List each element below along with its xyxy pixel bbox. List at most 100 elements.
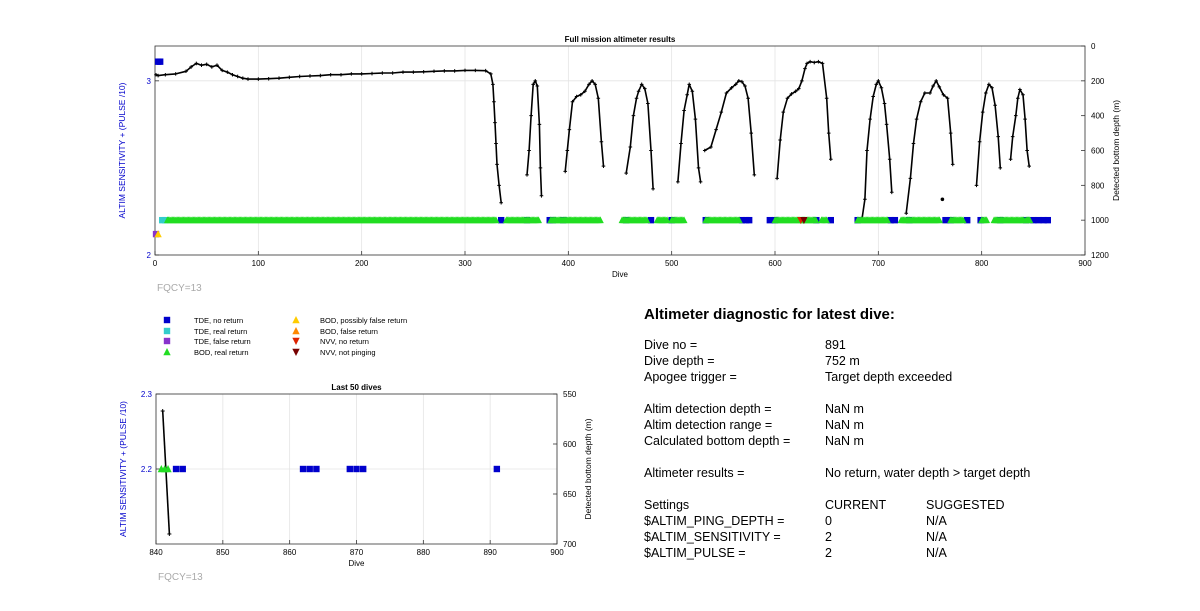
- main-y2tick-label: 800: [1091, 181, 1105, 190]
- bottom-depth-point: [533, 79, 538, 83]
- zoom-y2label: Detected bottom depth (m): [583, 418, 593, 519]
- bottom-depth-point: [599, 139, 604, 144]
- bottom-depth-point: [696, 166, 701, 170]
- bottom-depth-point: [483, 68, 488, 73]
- tde-real-return-marker: [162, 216, 169, 224]
- dive-no-value: 891: [825, 338, 846, 352]
- bottom-depth-point: [525, 173, 529, 177]
- setting-name: $ALTIM_PING_DEPTH =: [644, 514, 785, 528]
- setting-current: 0: [825, 514, 832, 528]
- bottom-depth-point: [1013, 113, 1018, 118]
- main-y2tick-label: 0: [1091, 42, 1096, 51]
- bottom-depth-point: [746, 96, 750, 101]
- zoom-y2tick-label: 700: [563, 540, 577, 549]
- bottom-depth-point: [634, 96, 639, 101]
- bottom-depth-point: [987, 82, 991, 87]
- bottom-depth-point: [796, 86, 801, 91]
- main-y2tick-label: 600: [1091, 147, 1105, 156]
- diagnostic-panel: Altimeter diagnostic for latest dive: Di…: [644, 306, 1184, 561]
- bottom-depth-point: [931, 84, 935, 88]
- setting-row-sensitivity: $ALTIM_SENSITIVITY = 2 N/A: [644, 529, 1184, 545]
- bottom-depth-point: [793, 89, 798, 94]
- main-xtick-label: 600: [768, 259, 782, 268]
- legend-label: BOD, real return: [194, 348, 249, 357]
- bottom-depth-point: [230, 72, 235, 77]
- dive-no-label: Dive no =: [644, 338, 698, 352]
- apogee-value: Target depth exceeded: [825, 370, 953, 384]
- altim-range-row: Altim detection range = NaN m: [644, 417, 1184, 433]
- zoom-xtick-label: 850: [216, 548, 230, 557]
- main-y2tick-label: 200: [1091, 77, 1105, 86]
- tde-no-return-marker: [497, 216, 505, 224]
- bottom-depth-point: [643, 86, 647, 91]
- bottom-depth-point: [889, 190, 894, 195]
- bottom-depth-point: [719, 110, 724, 114]
- bottom-depth-point: [1021, 92, 1025, 97]
- bottom-depth-point: [820, 61, 825, 66]
- bottom-depth-point: [752, 173, 757, 177]
- bottom-depth-point: [277, 76, 281, 81]
- bottom-depth-point: [287, 75, 292, 80]
- tde-no-return-marker: [1030, 216, 1037, 224]
- bottom-depth-point: [639, 82, 644, 87]
- bottom-depth-point: [945, 96, 950, 101]
- bottom-depth-point: [948, 131, 953, 135]
- legend-marker: [163, 327, 171, 335]
- zoom-title: Last 50 dives: [331, 383, 382, 392]
- legend-label: BOD, possibly false return: [320, 316, 407, 325]
- bottom-depth-point: [256, 77, 261, 81]
- legend-marker: [163, 348, 171, 356]
- legend-marker: [292, 327, 300, 335]
- bottom-depth-point: [977, 139, 982, 144]
- setting-current: 2: [825, 546, 832, 560]
- results-value: No return, water depth > target depth: [825, 466, 1031, 480]
- bottom-depth-point: [714, 127, 718, 132]
- bottom-depth-point: [601, 164, 606, 168]
- zoom-tde-no-return-marker: [172, 465, 180, 473]
- apogee-label: Apogee trigger =: [644, 370, 737, 384]
- bottom-depth-point: [380, 71, 385, 75]
- tde-no-return-marker: [766, 216, 774, 224]
- main-ytick-label: 2: [147, 251, 152, 260]
- bottom-depth-point: [829, 157, 833, 162]
- setting-suggested: N/A: [926, 546, 947, 560]
- zoom-tde-no-return-marker: [299, 465, 307, 473]
- bottom-depth-point: [1027, 164, 1031, 168]
- main-xtick-label: 500: [665, 259, 679, 268]
- bottom-depth-point: [154, 72, 158, 77]
- bottom-depth-point: [173, 72, 178, 76]
- tde-no-return-marker: [1040, 216, 1047, 224]
- results-row: Altimeter results = No return, water dep…: [644, 465, 1184, 481]
- setting-suggested: N/A: [926, 514, 947, 528]
- bottom-depth-point: [908, 176, 913, 181]
- bottom-depth-point: [865, 148, 869, 153]
- bottom-depth-point: [421, 69, 426, 74]
- zoom-bottom-depth-point: [160, 409, 165, 413]
- bottom-depth-point: [494, 141, 498, 146]
- main-xtick-label: 800: [975, 259, 989, 268]
- dive-depth-value: 752 m: [825, 354, 860, 368]
- bod-real-return-marker: [735, 216, 743, 224]
- bottom-depth-point: [297, 74, 302, 79]
- bottom-depth-point: [163, 72, 168, 77]
- bottom-depth-point: [778, 138, 782, 142]
- bottom-depth-point: [1018, 87, 1022, 92]
- bottom-depth-point: [876, 79, 881, 83]
- bottom-depth-point: [349, 72, 354, 76]
- bottom-depth-point: [432, 69, 436, 74]
- bottom-depth-point: [497, 183, 501, 188]
- bottom-depth-point: [781, 110, 786, 114]
- bottom-depth-point: [687, 82, 692, 87]
- bottom-depth-point: [184, 69, 188, 74]
- bod-possibly-false-return-marker: [154, 230, 162, 238]
- settings-header-row: Settings CURRENT SUGGESTED: [644, 497, 1184, 513]
- bod-real-return-marker: [535, 216, 543, 224]
- bottom-depth-point: [499, 200, 503, 205]
- bottom-depth-point: [565, 148, 570, 153]
- bottom-depth-point: [826, 131, 831, 135]
- main-xtick-label: 300: [458, 259, 472, 268]
- bottom-depth-point: [679, 141, 683, 146]
- legend-marker: [292, 316, 300, 324]
- zoom-ytick-label: 2.3: [141, 390, 153, 399]
